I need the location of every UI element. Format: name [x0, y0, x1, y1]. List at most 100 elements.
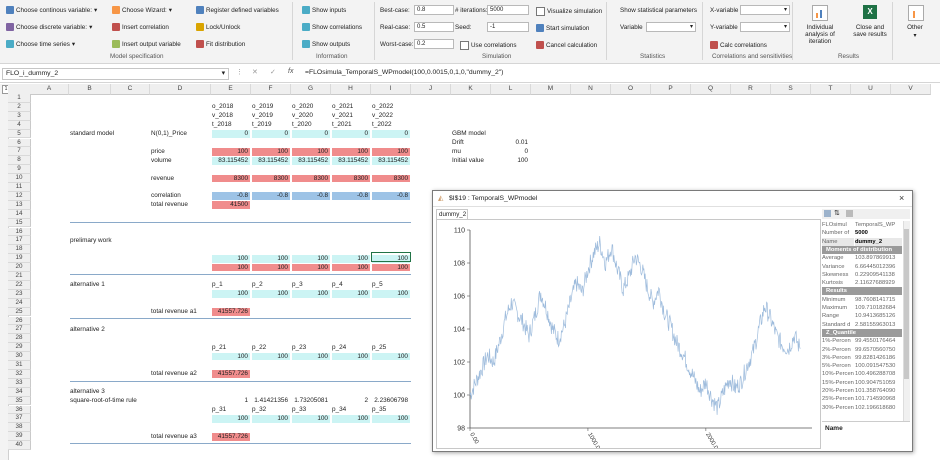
calc-correlations-button[interactable]: Calc correlations — [710, 41, 767, 49]
cell-h29[interactable]: p_24 — [332, 343, 347, 351]
cell-g35[interactable]: 1.73205081 — [294, 397, 328, 405]
cell-i10[interactable]: 8300 — [372, 174, 410, 183]
column-header-o[interactable]: O — [611, 84, 651, 95]
grid-view-icon[interactable] — [824, 210, 831, 217]
cell-h4[interactable]: t_2021 — [332, 121, 352, 129]
confirm-icon[interactable]: ✓ — [270, 69, 276, 76]
column-header-j[interactable]: J — [411, 84, 451, 95]
choose-wizard-button[interactable]: Choose Wizard: ▾ — [112, 6, 172, 14]
start-simulation-button[interactable]: Start simulation — [536, 24, 589, 32]
cell-b5[interactable]: standard model — [70, 130, 115, 138]
cell-e13[interactable]: 41500 — [212, 201, 250, 210]
row-header-15[interactable]: 15 — [8, 218, 31, 228]
cell-b34[interactable]: alternative 3 — [70, 388, 105, 396]
row-header-17[interactable]: 17 — [8, 236, 31, 246]
cell-g12[interactable]: -0.8 — [292, 192, 330, 201]
row-header-2[interactable]: 2 — [8, 102, 31, 112]
row-header-27[interactable]: 27 — [8, 325, 31, 335]
active-cell-selection[interactable] — [371, 252, 411, 262]
scrollbar-thumb[interactable] — [904, 229, 909, 379]
column-header-d[interactable]: D — [150, 84, 211, 95]
cell-l7[interactable]: 0 — [524, 147, 528, 155]
name-box[interactable]: FLO_i_dummy_2 ▾ — [2, 68, 229, 80]
cell-h8[interactable]: 83.115452 — [332, 156, 370, 165]
visualize-simulation-checkbox[interactable]: Visualize simulation — [536, 7, 602, 16]
cell-g7[interactable]: 100 — [292, 147, 330, 156]
cell-d39[interactable]: total revenue a3 — [151, 432, 197, 440]
cell-i35[interactable]: 2.23606798 — [374, 397, 408, 405]
cell-e23[interactable]: 100 — [212, 290, 250, 299]
cell-e19[interactable]: 100 — [212, 254, 250, 263]
row-header-21[interactable]: 21 — [8, 272, 31, 281]
row-header-24[interactable]: 24 — [8, 298, 31, 308]
stats-section-header[interactable]: Results — [822, 287, 902, 296]
show-outputs-button[interactable]: Show outputs — [302, 40, 350, 48]
cell-k6[interactable]: Drift — [452, 139, 464, 146]
cell-i5[interactable]: 0 — [372, 130, 410, 138]
column-header-r[interactable]: R — [731, 84, 771, 95]
cell-k5[interactable]: GBM model — [452, 130, 486, 138]
row-header-3[interactable]: 3 — [8, 111, 31, 121]
cell-f5[interactable]: 0 — [252, 130, 290, 138]
column-header-u[interactable]: U — [851, 84, 891, 95]
cell-h19[interactable]: 100 — [332, 254, 370, 263]
row-header-11[interactable]: 11 — [8, 183, 31, 192]
cell-i19[interactable]: 100 — [372, 254, 410, 263]
iterations-input[interactable]: 5000 — [487, 5, 529, 15]
cell-e29[interactable]: p_21 — [212, 343, 227, 351]
tab-dummy-2[interactable]: dummy_2 — [436, 209, 468, 220]
cell-h30[interactable]: 100 — [332, 352, 370, 361]
row-header-37[interactable]: 37 — [8, 414, 31, 424]
cell-f35[interactable]: 1.41421356 — [254, 397, 288, 405]
choose-discrete-variable-button[interactable]: Choose discrete variable: ▾ — [6, 23, 92, 31]
choose-time-series-button[interactable]: Choose time series ▾ — [6, 40, 75, 48]
cell-i4[interactable]: t_2022 — [372, 121, 392, 129]
choose-continuous-variable-button[interactable]: Choose continous variable: ▾ — [6, 6, 97, 14]
cell-b35[interactable]: square-root-of-time rule — [70, 397, 137, 405]
cell-e20[interactable]: 100 — [212, 263, 250, 272]
row-header-5[interactable]: 5 — [8, 129, 31, 139]
row-header-34[interactable]: 34 — [8, 387, 31, 397]
row-header-10[interactable]: 10 — [8, 174, 31, 183]
cell-f36[interactable]: p_32 — [252, 406, 267, 413]
cell-f8[interactable]: 83.115452 — [252, 156, 290, 165]
cell-e25[interactable]: 41557.726 — [212, 308, 250, 316]
row-header-14[interactable]: 14 — [8, 209, 31, 219]
cell-d10[interactable]: revenue — [151, 174, 175, 182]
cell-f37[interactable]: 100 — [252, 414, 290, 423]
show-correlations-button[interactable]: Show correlations — [302, 23, 362, 31]
cell-d5[interactable]: N(0,1)_Price — [151, 130, 187, 138]
column-header-t[interactable]: T — [811, 84, 851, 95]
stats-section-header[interactable]: Z_Quantile — [822, 328, 902, 337]
cell-b17[interactable]: prelimary work — [70, 236, 112, 244]
row-header-22[interactable]: 22 — [8, 280, 31, 290]
cell-g4[interactable]: t_2020 — [292, 121, 312, 129]
cell-f22[interactable]: p_2 — [252, 281, 263, 289]
stats-scrollbar[interactable] — [903, 221, 910, 421]
cell-e32[interactable]: 41557.726 — [212, 370, 250, 379]
column-header-c[interactable]: C — [111, 84, 150, 95]
cell-h22[interactable]: p_4 — [332, 281, 343, 289]
row-header-13[interactable]: 13 — [8, 200, 31, 210]
cell-f10[interactable]: 8300 — [252, 174, 290, 183]
row-header-40[interactable]: 40 — [8, 441, 31, 450]
formula-input[interactable]: =FLOsimula_TemporalS_WPmodel(100,0.0015,… — [305, 69, 504, 76]
y-variable-select[interactable]: ▾ — [740, 22, 790, 32]
row-header-33[interactable]: 33 — [8, 378, 31, 388]
cell-h3[interactable]: v_2021 — [332, 112, 353, 120]
cell-h10[interactable]: 8300 — [332, 174, 370, 183]
column-header-p[interactable]: P — [651, 84, 691, 95]
cell-g23[interactable]: 100 — [292, 290, 330, 299]
cell-i8[interactable]: 83.115452 — [372, 156, 410, 165]
row-header-36[interactable]: 36 — [8, 405, 31, 415]
column-header-m[interactable]: M — [531, 84, 571, 95]
sort-icon[interactable]: ⇅ — [834, 210, 840, 217]
x-variable-select[interactable]: ▾ — [740, 5, 790, 15]
column-header-l[interactable]: L — [491, 84, 531, 95]
column-header-f[interactable]: F — [251, 84, 291, 95]
cell-h23[interactable]: 100 — [332, 290, 370, 299]
cell-g30[interactable]: 100 — [292, 352, 330, 361]
cell-d7[interactable]: price — [151, 147, 165, 155]
row-header-9[interactable]: 9 — [8, 165, 31, 175]
use-correlations-checkbox[interactable]: Use correlations — [460, 41, 517, 50]
